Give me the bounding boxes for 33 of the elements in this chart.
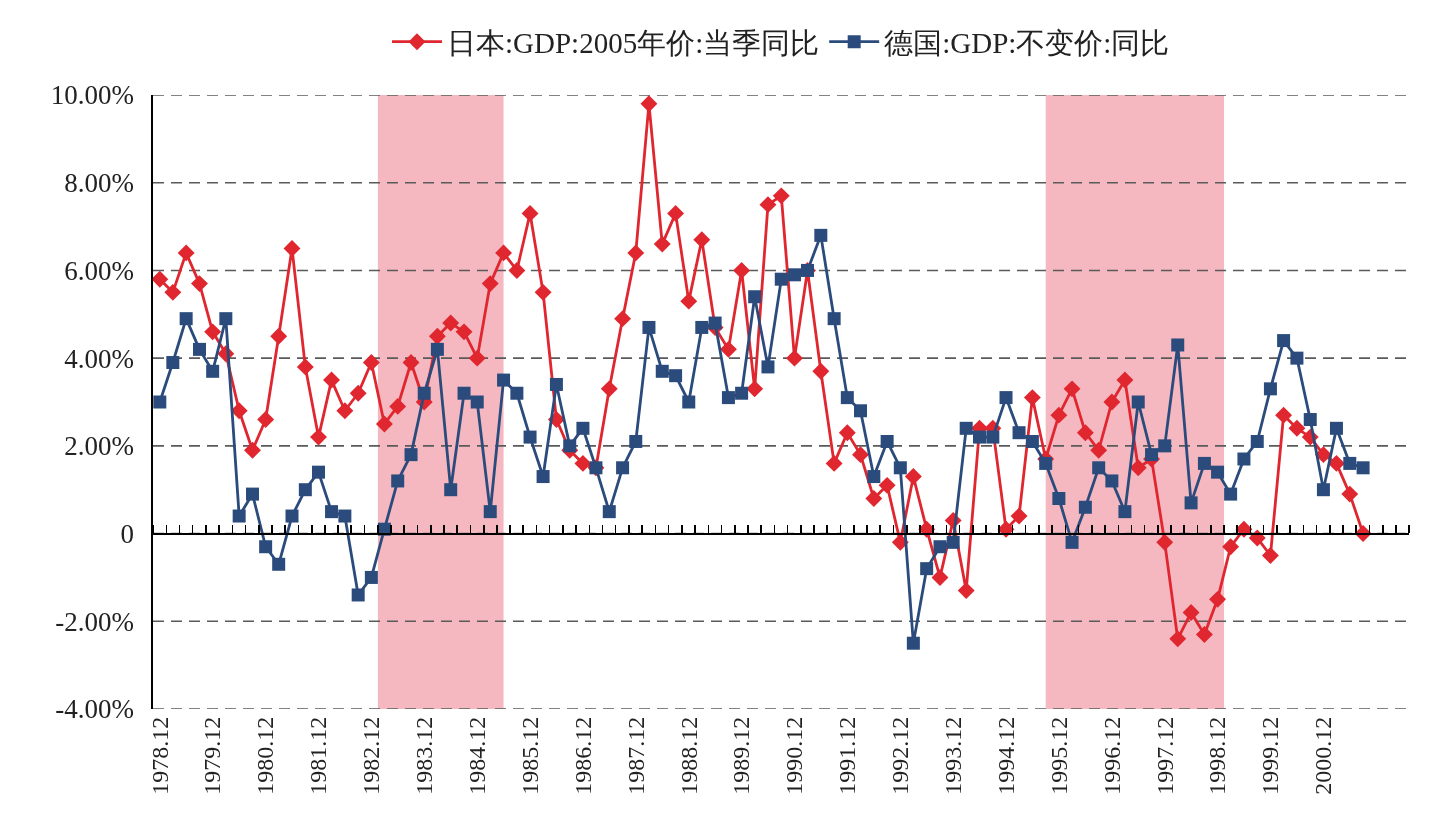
y-tick-label: 8.00% — [64, 168, 134, 199]
x-tick-label: 1999.12 — [1257, 716, 1284, 795]
x-tick-label: 1982.12 — [358, 716, 385, 795]
x-tick-label: 1995.12 — [1045, 716, 1072, 795]
y-tick-label: -4.00% — [55, 694, 134, 725]
x-tick-label: 1983.12 — [411, 716, 438, 795]
x-tick-label: 1985.12 — [516, 716, 543, 795]
x-tick-label: 1981.12 — [305, 716, 332, 795]
x-tick-label: 1979.12 — [199, 716, 226, 795]
x-tick-label: 1988.12 — [675, 716, 702, 795]
x-tick-label: 1986.12 — [569, 716, 596, 795]
x-tick-label: 1987.12 — [622, 716, 649, 795]
y-tick-label: 2.00% — [64, 431, 134, 462]
x-tick-label: 1993.12 — [939, 716, 966, 795]
x-tick-label: 1984.12 — [464, 716, 491, 795]
x-tick-label: 1998.12 — [1204, 716, 1231, 795]
y-tick-label: 10.00% — [50, 80, 134, 111]
x-tick-label: 2000.12 — [1310, 716, 1337, 795]
legend-label: 日本:GDP:2005年价:当季同比 — [447, 27, 820, 60]
x-tick-label: 1996.12 — [1098, 716, 1125, 795]
y-tick-label: 4.00% — [64, 343, 134, 374]
x-tick-label: 1980.12 — [252, 716, 279, 795]
x-tick-label: 1992.12 — [887, 716, 914, 795]
x-tick-label: 1997.12 — [1151, 716, 1178, 795]
x-tick-label: 1989.12 — [728, 716, 755, 795]
y-tick-label: -2.00% — [55, 606, 134, 637]
y-tick-label: 6.00% — [64, 255, 134, 286]
x-tick-label: 1990.12 — [781, 716, 808, 795]
x-tick-label: 1994.12 — [992, 716, 1019, 795]
y-tick-label: 0 — [120, 519, 134, 550]
x-tick-label: 1991.12 — [834, 716, 861, 795]
legend-label: 德国:GDP:不变价:同比 — [884, 27, 1170, 60]
x-tick-label: 1978.12 — [146, 716, 173, 795]
